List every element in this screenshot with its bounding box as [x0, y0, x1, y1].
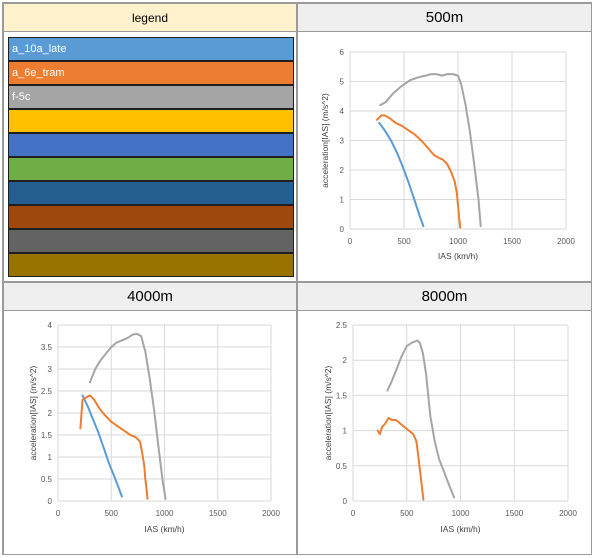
y-tick-label: 3 — [340, 137, 345, 146]
chart-500m: 0 1 2 3 4 5 6 0 500 1000 1500 2000 IAS (km/h) acceler… — [320, 48, 575, 261]
chart-title-4000m: 4000m — [4, 283, 296, 311]
panel-500m: 500m 0 1 2 3 4 5 6 0 500 1000 1500 2000 IAS (km/h) ac… — [297, 3, 592, 282]
chart-title-8000m: 8000m — [298, 283, 591, 311]
y-tick-label: 3.5 — [41, 343, 53, 352]
y-tick-label: 4 — [48, 321, 53, 330]
legend-item — [8, 229, 294, 253]
y-axis-label: acceleration[IAS] (m/s^2) — [28, 365, 38, 460]
x-tick-label: 1000 — [156, 509, 174, 518]
x-axis-label: IAS (km/h) — [144, 524, 184, 534]
x-tick-label: 1500 — [503, 237, 521, 246]
x-tick-label: 500 — [397, 237, 411, 246]
y-tick-label: 0.5 — [41, 475, 53, 484]
y-tick-label: 2 — [343, 356, 348, 365]
y-tick-label: 1 — [340, 196, 345, 205]
chart-4000m: 0 0.5 1 1.5 2 2.5 3 3.5 4 0 500 1000 1500 2000 IAS (km… — [28, 321, 280, 534]
x-axis-label: IAS (km/h) — [438, 251, 478, 261]
x-tick-label: 1000 — [449, 237, 467, 246]
y-tick-label: 0 — [48, 497, 53, 506]
legend-item — [8, 205, 294, 229]
y-tick-label: 5 — [340, 78, 345, 87]
y-axis-label: acceleration[IAS] (m/s^2) — [323, 365, 333, 460]
series-line-a_6e_tram — [79, 394, 149, 500]
y-tick-label: 2 — [340, 166, 345, 175]
series-line-a_10a_late — [378, 121, 425, 228]
series-line-a_10a_late — [81, 394, 123, 498]
series-line-a_6e_tram — [376, 416, 425, 501]
legend-title: legend — [4, 4, 296, 32]
chart-title-500m: 500m — [298, 4, 591, 32]
x-axis-label: IAS (km/h) — [440, 524, 480, 534]
x-tick-label: 2000 — [559, 509, 577, 518]
legend-item — [8, 157, 294, 181]
x-tick-label: 1000 — [452, 509, 470, 518]
y-tick-label: 0 — [340, 225, 345, 234]
y-tick-label: 4 — [340, 107, 345, 116]
y-tick-label: 2.5 — [336, 321, 348, 330]
x-tick-label: 0 — [56, 509, 61, 518]
legend-item — [8, 181, 294, 205]
y-tick-label: 2 — [48, 409, 53, 418]
x-tick-label: 0 — [348, 237, 353, 246]
legend-panel: legend a_10a_late a_6e_tram f-5c — [3, 3, 297, 282]
y-tick-label: 6 — [340, 48, 345, 57]
y-tick-label: 1.5 — [336, 391, 348, 400]
y-tick-label: 3 — [48, 365, 53, 374]
legend-item: a_6e_tram — [8, 61, 294, 85]
panel-4000m: 4000m 0 0.5 1 1.5 2 2.5 3 3.5 4 0 500 1000 1500 2000 I… — [3, 282, 297, 555]
y-tick-label: 2.5 — [41, 387, 53, 396]
legend-item: f-5c — [8, 85, 294, 109]
legend-item — [8, 253, 294, 277]
panel-8000m: 8000m 0 0.5 1 1.5 2 2.5 0 500 1000 1500 2000 IAS (k… — [297, 282, 592, 555]
y-tick-label: 1 — [343, 427, 348, 436]
y-tick-label: 1 — [48, 453, 53, 462]
x-tick-label: 2000 — [557, 237, 575, 246]
chart-8000m: 0 0.5 1 1.5 2 2.5 0 500 1000 1500 2000 IAS (km/h) ac… — [323, 321, 577, 534]
legend-item — [8, 133, 294, 157]
series-line-a_6e_tram — [376, 114, 462, 229]
x-tick-label: 1500 — [209, 509, 227, 518]
series-line-f-5c — [89, 332, 167, 500]
y-tick-label: 0 — [343, 497, 348, 506]
y-tick-label: 0.5 — [336, 462, 348, 471]
legend-item — [8, 109, 294, 133]
x-tick-label: 0 — [351, 509, 356, 518]
series-line-f-5c — [379, 73, 482, 228]
x-tick-label: 2000 — [262, 509, 280, 518]
legend-item: a_10a_late — [8, 37, 294, 61]
legend-list: a_10a_late a_6e_tram f-5c — [8, 37, 294, 277]
y-axis-label: acceleration[IAS] (m/s^2) — [320, 93, 330, 188]
x-tick-label: 500 — [400, 509, 414, 518]
x-tick-label: 500 — [105, 509, 119, 518]
x-tick-label: 1500 — [505, 509, 523, 518]
series-line-f-5c — [386, 339, 456, 499]
y-tick-label: 1.5 — [41, 431, 53, 440]
